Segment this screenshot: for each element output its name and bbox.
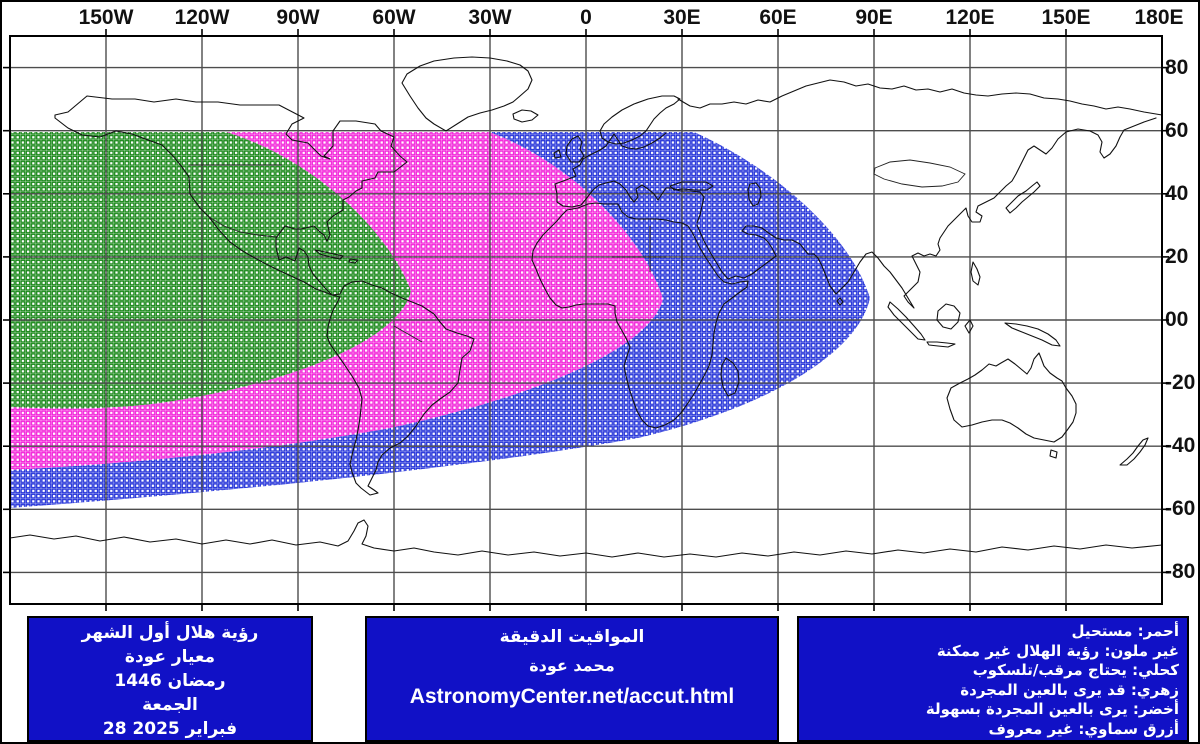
- lon-label-150e: 150E: [1041, 6, 1091, 29]
- lat-label-40: 40: [1165, 182, 1189, 205]
- lon-label-60w: 60W: [372, 6, 416, 29]
- lat-label-m60: -60: [1165, 497, 1196, 520]
- event-info-box: رؤية هلال أول الشهر معيار عودة رمضان 144…: [27, 616, 313, 742]
- lon-label-150w: 150W: [78, 6, 134, 29]
- lat-label-20: 20: [1165, 245, 1189, 268]
- credits-box: المواقيت الدقيقة محمد عودة AstronomyCent…: [365, 616, 779, 742]
- lon-label-30e: 30E: [663, 6, 701, 29]
- lon-label-120w: 120W: [174, 6, 230, 29]
- zone-green-easy-naked-eye: [10, 132, 411, 409]
- lon-label-180e: 180E: [1134, 6, 1184, 29]
- criterion-name: معيار عودة: [124, 647, 216, 667]
- lat-label-80: 80: [1165, 56, 1189, 79]
- lon-label-30w: 30W: [468, 6, 512, 29]
- zone-blue-telescope: [10, 132, 870, 508]
- axis-ticks: [3, 29, 1169, 611]
- country-borders: [189, 159, 966, 343]
- legend-uncolored: غير ملون: رؤية الهلال غير ممكنة: [936, 641, 1179, 660]
- lat-label-00: 00: [1165, 308, 1189, 331]
- world-map: [3, 29, 1169, 611]
- hijri-month: رمضان 1446: [114, 671, 226, 691]
- weekday: الجمعة: [142, 695, 198, 715]
- lat-label-m20: -20: [1165, 371, 1196, 394]
- legend-red: أحمر: مستحيل: [1071, 622, 1179, 640]
- legend-box: أحمر: مستحيل غير ملون: رؤية الهلال غير م…: [797, 616, 1189, 742]
- website-url: AstronomyCenter.net/accut.html: [409, 685, 735, 708]
- lat-label-m40: -40: [1165, 434, 1196, 457]
- lon-label-60e: 60E: [759, 6, 797, 29]
- visibility-zones: [10, 132, 870, 508]
- legend-green: أخضر: يرى بالعين المجردة بسهولة: [925, 700, 1179, 718]
- zone-magenta-maybe-naked-eye: [10, 132, 663, 470]
- coastlines: [10, 56, 1162, 558]
- legend-navy: كحلي: يحتاج مرقب/تلسكوب: [972, 661, 1179, 679]
- legend-pink: زهري: قد يرى بالعين المجردة: [960, 680, 1179, 699]
- software-name: المواقيت الدقيقة: [499, 627, 645, 647]
- lon-label-0: 0: [580, 6, 592, 29]
- gregorian-date: 28 فبراير 2025: [102, 719, 238, 739]
- event-title: رؤية هلال أول الشهر: [81, 623, 259, 643]
- author-name: محمد عودة: [529, 656, 615, 675]
- legend-skyblue: أزرق سماوي: غير معروف: [988, 719, 1179, 738]
- lon-label-90w: 90W: [276, 6, 320, 29]
- lon-label-120e: 120E: [945, 6, 995, 29]
- lat-label-60: 60: [1165, 119, 1189, 142]
- lon-label-90e: 90E: [855, 6, 893, 29]
- lat-label-m80: -80: [1165, 560, 1196, 583]
